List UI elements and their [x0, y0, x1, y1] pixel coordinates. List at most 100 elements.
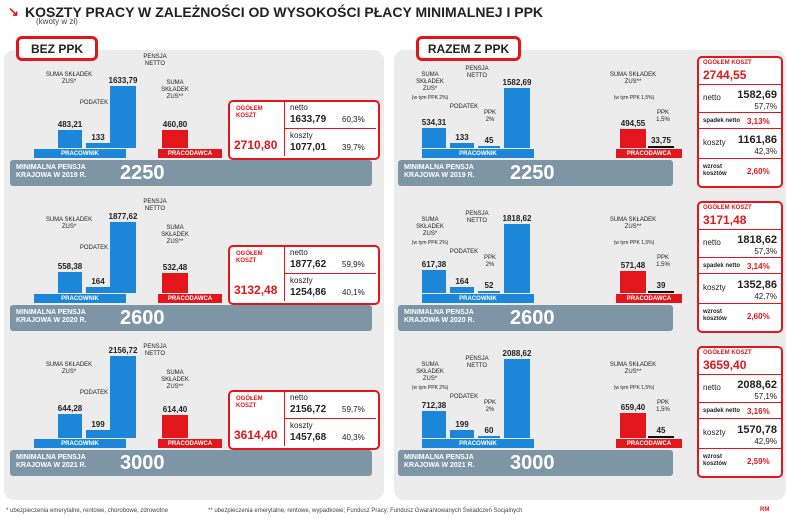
cost-box-title: OGÓŁEM KOSZT — [236, 251, 263, 264]
summary-box-cost-key: koszty — [703, 428, 726, 437]
summary-box-divider-1 — [699, 84, 781, 85]
value-label-employee-net: 1633,79 — [108, 75, 138, 85]
bar-employer-ppk — [648, 436, 674, 438]
summary-box-net-key: netto — [703, 93, 721, 102]
summary-box-net-drop-key: spadek netto — [703, 118, 741, 124]
value-label-employee-tax: 199 — [455, 420, 469, 430]
min-wage-strip — [398, 450, 673, 476]
min-wage-strip-year: KRAJOWA W 2019 R. — [404, 172, 475, 179]
label-zus-employer: SUMA SKŁADEK ZUS** — [609, 362, 657, 375]
min-wage-value: 2600 — [120, 307, 165, 329]
cost-box-cost-pct: 40,1% — [342, 288, 365, 297]
summary-box-net-drop-key: spadek netto — [703, 263, 741, 269]
bar-employer-zus — [620, 129, 646, 148]
value-label-employee-net: 2088,62 — [502, 348, 532, 358]
bar-employee-net — [110, 85, 136, 148]
value-label-employee-tax: 133 — [455, 132, 469, 142]
label-tax: PODATEK — [79, 390, 109, 396]
axis-pracodawca: PRACODAWCA — [158, 439, 222, 448]
value-label-employer-zus: 532,48 — [162, 262, 188, 272]
summary-box-cost-rise: 2,60% — [747, 167, 770, 176]
label-zus-employee-ppk: (w tym PPK 2%) — [411, 385, 449, 391]
bar-employee-zus — [58, 271, 82, 293]
bar-employee-zus — [58, 413, 82, 438]
value-label-employee-tax: 199 — [91, 420, 105, 430]
bar-employer-zus — [162, 414, 188, 438]
cost-box-total: 3614,40 — [234, 428, 278, 442]
section-badge-bez-ppk: BEZ PPK — [16, 36, 98, 61]
min-wage-value: 2600 — [510, 307, 555, 329]
value-label-employee-zus: 617,38 — [421, 259, 447, 269]
arrow-down-right-icon: ↘ — [8, 4, 19, 19]
bar-employee-tax — [86, 430, 110, 438]
value-label-employee-ppk: 45 — [484, 136, 494, 145]
summary-box-divider-3 — [699, 418, 781, 419]
cost-box-cost-key: koszty — [290, 421, 313, 430]
value-label-employee-net: 1582,69 — [502, 77, 532, 87]
value-label-employer-zus: 460,80 — [162, 120, 188, 130]
cost-box-net-key: netto — [290, 248, 308, 257]
cost-box-net-pct: 60,3% — [342, 115, 365, 124]
value-label-employee-zus: 644,28 — [57, 403, 83, 413]
summary-box-net-pct: 57,3% — [754, 247, 777, 256]
summary-box-net-amount: 1818,62 — [737, 234, 777, 246]
summary-box-cost-rise: 2,60% — [747, 312, 770, 321]
value-label-employer-ppk: 33,75 — [650, 136, 672, 145]
min-wage-strip — [10, 305, 372, 331]
value-label-employer-ppk: 39 — [656, 281, 666, 290]
label-net: PENSJA NETTO — [143, 199, 167, 212]
footnote-one: * ubezpieczenia emerytalne, rentowe, cho… — [6, 508, 169, 514]
summary-box-net-pct: 57,1% — [754, 392, 777, 401]
min-wage-value: 3000 — [120, 452, 165, 474]
bar-employer-ppk — [648, 291, 674, 293]
summary-box — [697, 201, 783, 333]
cost-box-cost-pct: 40,3% — [342, 433, 365, 442]
axis-pracownik: PRACOWNIK — [422, 439, 534, 448]
value-label-employee-zus: 534,31 — [421, 117, 447, 127]
cost-box-divider-h — [284, 128, 376, 129]
summary-box-cost-key: koszty — [703, 283, 726, 292]
summary-box-title: OGÓŁEM KOSZT — [703, 60, 752, 66]
label-zus-employee-ppk: (w tym PPK 2%) — [411, 95, 449, 101]
label-ppk-employer: PPK 1,5% — [656, 400, 670, 413]
bar-employer-zus — [620, 412, 646, 438]
value-label-employee-zus: 558,38 — [57, 261, 83, 271]
cost-box-net-pct: 59,9% — [342, 260, 365, 269]
axis-pracownik: PRACOWNIK — [34, 294, 126, 303]
summary-box-cost-amount: 1352,86 — [737, 279, 777, 291]
cost-box-net-pct: 59,7% — [342, 405, 365, 414]
value-label-employer-zus: 494,55 — [620, 119, 646, 129]
summary-box-divider-4 — [699, 303, 781, 304]
value-label-employee-net: 1818,62 — [502, 213, 532, 223]
bar-employee-ppk — [478, 435, 500, 438]
section-badge-razem-z-ppk: RAZEM Z PPK — [416, 36, 521, 61]
label-net: PENSJA NETTO — [465, 356, 489, 369]
label-ppk-employer: PPK 1,5% — [656, 255, 670, 268]
summary-box-cost-rise-key: wzrost kosztów — [703, 309, 727, 322]
value-label-employee-zus: 712,38 — [421, 400, 447, 410]
summary-box-total: 3659,40 — [703, 358, 747, 372]
label-zus-employer: SUMA SKŁADEK ZUS** — [609, 217, 657, 230]
summary-box-net-key: netto — [703, 238, 721, 247]
axis-pracodawca: PRACODAWCA — [158, 149, 222, 158]
label-zus-employee: SUMA SKŁADEK ZUS* — [416, 362, 444, 382]
min-wage-strip-label: MINIMALNA PENSJA — [16, 454, 86, 461]
summary-box-divider-4 — [699, 158, 781, 159]
summary-box-cost-amount: 1161,86 — [737, 134, 777, 146]
summary-box-divider-3 — [699, 128, 781, 129]
min-wage-strip-year: KRAJOWA W 2020 R. — [16, 317, 87, 324]
bar-employee-ppk — [478, 146, 500, 148]
value-label-employer-ppk: 45 — [656, 426, 666, 435]
summary-box-cost-rise-key: wzrost kosztów — [703, 164, 727, 177]
axis-pracodawca: PRACODAWCA — [616, 439, 682, 448]
label-ppk-employee: PPK 2% — [483, 400, 496, 413]
page-title: ↘ KOSZTY PRACY W ZALEŻNOŚCI OD WYSOKOŚCI … — [8, 4, 543, 20]
cost-box-cost-key: koszty — [290, 276, 313, 285]
label-ppk-employee: PPK 2% — [483, 255, 496, 268]
label-zus-employee: SUMA SKŁADEK ZUS* — [45, 217, 93, 230]
cost-box-cost-amount: 1254,86 — [290, 287, 327, 298]
label-zus-employee: SUMA SKŁADEK ZUS* — [416, 217, 444, 237]
min-wage-value: 2250 — [120, 162, 165, 184]
cost-box-cost-amount: 1457,68 — [290, 432, 327, 443]
cost-box — [228, 100, 380, 160]
